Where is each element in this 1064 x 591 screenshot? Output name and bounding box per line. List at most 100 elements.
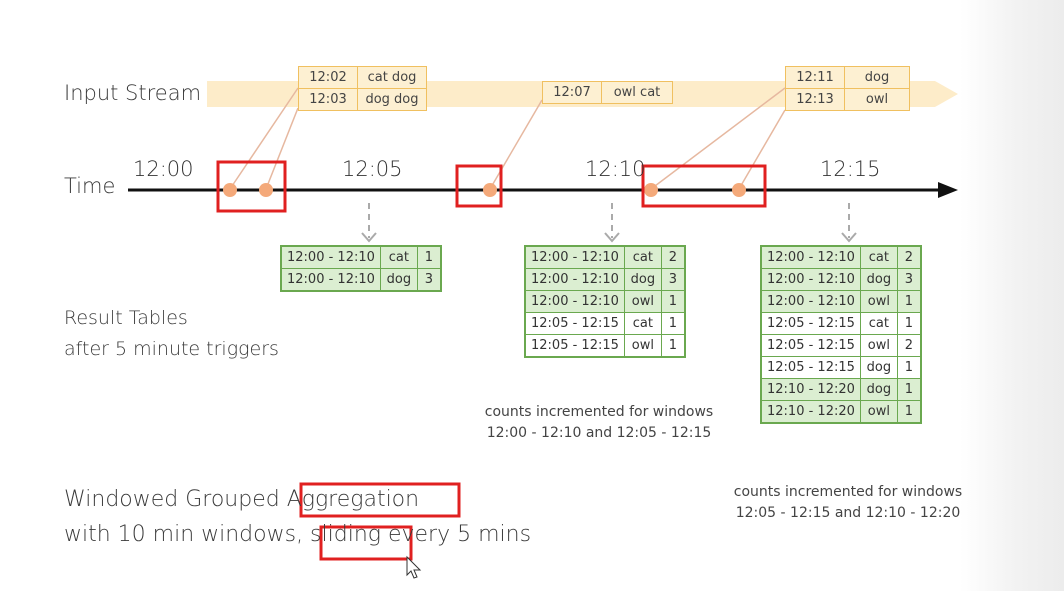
windowed-title-line1: Windowed Grouped Aggregation [64, 487, 420, 512]
word-cell: dog [859, 378, 898, 401]
event-words: dog [844, 66, 910, 89]
event-words: dog dog [357, 88, 427, 111]
event-time: 12:02 [298, 66, 358, 89]
table-row: 12:00 - 12:10 owl 1 [524, 290, 686, 313]
table-row: 12:00 - 12:10 cat 2 [524, 245, 686, 269]
time-label: Time [64, 174, 116, 198]
window-cell: 12:05 - 12:15 [524, 334, 625, 358]
event-row: 12:02 cat dog [298, 66, 427, 89]
count-cell: 1 [896, 312, 922, 335]
word-cell: owl [623, 290, 662, 313]
window-cell: 12:05 - 12:15 [524, 312, 625, 335]
word-cell: owl [859, 400, 898, 424]
count-cell: 1 [896, 400, 922, 424]
word-cell: cat [623, 245, 662, 269]
table-row: 12:10 - 12:20 owl 1 [760, 400, 922, 424]
event-words: cat dog [357, 66, 427, 89]
table-row: 12:00 - 12:10 owl 1 [760, 290, 922, 313]
word-cell: cat [859, 312, 898, 335]
timeline-arrowhead [938, 182, 958, 198]
event-time: 12:03 [298, 88, 358, 111]
count-cell: 2 [896, 334, 922, 357]
table-row: 12:05 - 12:15 cat 1 [524, 312, 686, 335]
count-cell: 1 [896, 378, 922, 401]
trigger-arrowheads [361, 232, 857, 243]
trigger-arrows [368, 203, 850, 238]
window-cell: 12:00 - 12:10 [524, 245, 625, 269]
table-row: 12:05 - 12:15 owl 2 [760, 334, 922, 357]
event-words: owl cat [601, 81, 673, 104]
table-row: 12:10 - 12:20 dog 1 [760, 378, 922, 401]
window-cell: 12:00 - 12:10 [760, 245, 861, 269]
count-cell: 1 [660, 290, 686, 313]
result-table-1205: 12:00 - 12:10 cat 1 12:00 - 12:10 dog 3 [280, 245, 442, 292]
word-cell: cat [859, 245, 898, 269]
event-connectors [229, 87, 786, 190]
event-row: 12:03 dog dog [298, 88, 427, 111]
window-cell: 12:05 - 12:15 [760, 334, 861, 357]
note-line: counts incremented for windows [733, 484, 963, 500]
window-cell: 12:10 - 12:20 [760, 400, 861, 424]
window-cell: 12:05 - 12:15 [760, 356, 861, 379]
time-tick-1205: 12:05 [342, 157, 403, 181]
timeline-highlights [216, 160, 767, 213]
window-cell: 12:00 - 12:10 [760, 268, 861, 291]
count-cell: 3 [896, 268, 922, 291]
input-event-box-2: 12:07 owl cat [542, 81, 673, 104]
window-cell: 12:00 - 12:10 [524, 290, 625, 313]
windowed-title-line2: with 10 min windows, sliding every 5 min… [64, 522, 532, 547]
aggregation-highlight [299, 482, 461, 518]
count-cell: 3 [416, 268, 442, 292]
event-row: 12:11 dog [785, 66, 910, 89]
count-cell: 2 [896, 245, 922, 269]
note-1210: counts incremented for windows 12:00 - 1… [444, 402, 754, 444]
event-row: 12:13 owl [785, 88, 910, 111]
event-row: 12:07 owl cat [542, 81, 673, 104]
time-tick-1215: 12:15 [820, 157, 881, 181]
table-row: 12:00 - 12:10 dog 3 [760, 268, 922, 291]
table-row: 12:05 - 12:15 owl 1 [524, 334, 686, 358]
count-cell: 1 [896, 356, 922, 379]
right-background-shade [960, 0, 1064, 591]
window-cell: 12:10 - 12:20 [760, 378, 861, 401]
table-row: 12:00 - 12:10 dog 3 [524, 268, 686, 291]
time-tick-1210: 12:10 [585, 157, 646, 181]
event-time: 12:13 [785, 88, 845, 111]
count-cell: 1 [416, 245, 442, 269]
note-line: counts incremented for windows [484, 404, 714, 420]
word-cell: cat [379, 245, 418, 269]
window-cell: 12:00 - 12:10 [524, 268, 625, 291]
count-cell: 1 [660, 334, 686, 358]
input-stream-label: Input Stream [64, 81, 202, 105]
input-event-box-3: 12:11 dog 12:13 owl [785, 66, 910, 111]
result-tables-sublabel: after 5 minute triggers [64, 338, 279, 360]
count-cell: 1 [660, 312, 686, 335]
event-time: 12:07 [542, 81, 602, 104]
time-tick-1200: 12:00 [133, 157, 194, 181]
mouse-pointer-icon [406, 555, 422, 579]
window-cell: 12:00 - 12:10 [760, 290, 861, 313]
event-time: 12:11 [785, 66, 845, 89]
table-row: 12:00 - 12:10 cat 1 [280, 245, 442, 269]
event-dots [223, 183, 746, 197]
count-cell: 2 [660, 245, 686, 269]
window-cell: 12:00 - 12:10 [280, 268, 381, 292]
table-row: 12:00 - 12:10 cat 2 [760, 245, 922, 269]
result-table-1210: 12:00 - 12:10 cat 2 12:00 - 12:10 dog 3 … [524, 245, 686, 358]
sliding-highlight [319, 525, 413, 561]
window-cell: 12:00 - 12:10 [280, 245, 381, 269]
note-line: 12:00 - 12:10 and 12:05 - 12:15 [486, 425, 712, 441]
count-cell: 1 [896, 290, 922, 313]
table-row: 12:05 - 12:15 cat 1 [760, 312, 922, 335]
table-row: 12:05 - 12:15 dog 1 [760, 356, 922, 379]
window-cell: 12:05 - 12:15 [760, 312, 861, 335]
result-tables-label: Result Tables [64, 307, 188, 329]
word-cell: cat [623, 312, 662, 335]
word-cell: dog [379, 268, 418, 292]
note-1215: counts incremented for windows 12:05 - 1… [700, 482, 996, 524]
word-cell: owl [859, 334, 898, 357]
count-cell: 3 [660, 268, 686, 291]
word-cell: owl [623, 334, 662, 358]
table-row: 12:00 - 12:10 dog 3 [280, 268, 442, 292]
input-event-box-1: 12:02 cat dog 12:03 dog dog [298, 66, 427, 111]
